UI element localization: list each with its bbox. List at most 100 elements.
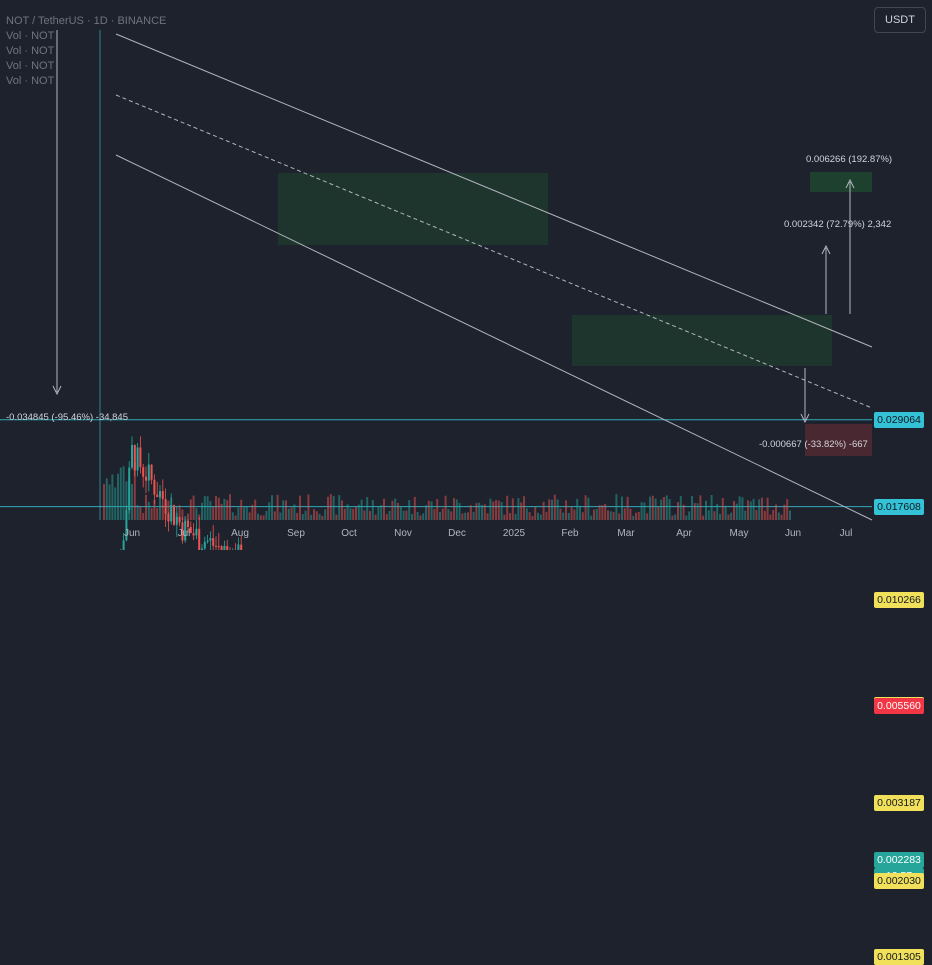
volume-bar-209: [688, 511, 691, 520]
down-arrow-head: [800, 413, 810, 424]
price-label: 0.002030: [874, 872, 924, 889]
candle-body-14: [142, 467, 145, 477]
volume-bar-202: [668, 499, 671, 520]
candle-body-30: [187, 520, 189, 528]
volume-bar-203: [671, 515, 674, 520]
volume-bar-200: [663, 496, 665, 520]
volume-bar-83: [335, 514, 338, 520]
volume-bar-124: [450, 511, 453, 520]
volume-bar-20: [159, 494, 161, 520]
volume-bar-46: [231, 512, 234, 520]
volume-bar-41: [217, 497, 220, 520]
volume-bar-49: [240, 499, 243, 520]
volume-bar-201: [665, 495, 668, 520]
volume-bar-197: [654, 498, 657, 520]
volume-bar-72: [304, 510, 307, 520]
price-label: 0.001305: [874, 949, 924, 965]
candle-body-25: [173, 505, 175, 525]
volume-bar-65: [285, 500, 287, 520]
x-tick-label: Feb: [561, 528, 579, 539]
volume-bar-40: [215, 495, 217, 520]
candle-body-34: [198, 528, 201, 550]
volume-bar-141: [497, 500, 500, 520]
volume-bar-98: [377, 506, 380, 520]
volume-bar-6: [119, 467, 122, 520]
volume-bar-205: [677, 502, 679, 520]
volume-bar-93: [363, 510, 366, 520]
volume-bar-163: [559, 508, 562, 520]
candle-body-26: [175, 517, 178, 525]
volume-bar-221: [721, 498, 724, 520]
currency-button[interactable]: USDT: [874, 7, 926, 33]
volume-bar-106: [399, 506, 402, 520]
volume-bar-37: [206, 496, 209, 520]
volume-bar-36: [203, 496, 206, 520]
price-label: 0.017608: [874, 498, 924, 515]
down-target-label: -0.000667 (-33.82%) -667: [759, 439, 868, 450]
volume-bar-7: [122, 466, 125, 520]
chart-canvas[interactable]: [0, 0, 932, 550]
volume-bar-114: [422, 513, 425, 520]
volume-bar-218: [713, 511, 716, 520]
volume-bar-138: [489, 498, 492, 520]
volume-bar-84: [338, 495, 341, 520]
volume-bar-2: [108, 484, 111, 520]
volume-bar-220: [719, 514, 721, 520]
volume-bar-214: [702, 515, 705, 520]
volume-bar-189: [632, 515, 635, 520]
volume-bar-26: [175, 512, 178, 520]
range-box-lower: [572, 315, 832, 366]
x-tick-label: Jul: [177, 528, 191, 539]
volume-bar-195: [649, 496, 651, 520]
volume-bar-159: [548, 499, 551, 520]
candle-body-39: [212, 538, 215, 546]
left-measure-label: -0.034845 (-95.46%) -34,845: [6, 412, 128, 423]
volume-bar-120: [439, 512, 441, 520]
candle-body-35: [201, 548, 203, 550]
volume-bar-85: [341, 500, 343, 520]
volume-bar-15: [145, 494, 147, 520]
volume-bar-48: [237, 507, 240, 520]
volume-bar-31: [189, 499, 192, 520]
volume-bar-217: [710, 494, 713, 520]
candle-body-10: [131, 445, 133, 468]
volume-bar-119: [436, 499, 439, 520]
channel-upper-line: [115, 33, 873, 348]
volume-bar-96: [371, 499, 374, 520]
volume-bar-125: [453, 498, 455, 520]
x-tick-label: Nov: [394, 528, 412, 539]
volume-bar-126: [455, 499, 458, 520]
volume-bar-193: [643, 502, 646, 520]
candle-body-22: [164, 499, 167, 514]
volume-bar-18: [153, 499, 156, 520]
candle-body-12: [136, 447, 139, 471]
volume-bar-185: [621, 496, 623, 520]
volume-bar-132: [472, 512, 475, 520]
volume-bar-42: [220, 503, 223, 520]
volume-bar-1: [105, 478, 108, 520]
volume-bar-237: [766, 497, 769, 520]
volume-bar-44: [226, 500, 229, 520]
price-label: 0.002283: [874, 852, 924, 869]
volume-bar-109: [408, 500, 411, 520]
volume-bar-38: [209, 501, 212, 520]
volume-bar-178: [601, 505, 604, 520]
volume-bar-39: [212, 506, 215, 520]
candle-body-43: [223, 545, 226, 550]
price-label: 0.029064: [874, 411, 924, 428]
volume-bar-177: [598, 505, 601, 520]
volume-bar-161: [553, 494, 556, 520]
volume-bar-225: [733, 501, 735, 520]
volume-bar-186: [623, 508, 626, 520]
volume-bar-74: [310, 514, 313, 520]
volume-bar-223: [727, 514, 730, 520]
volume-bar-19: [156, 508, 159, 520]
volume-bar-32: [192, 495, 195, 520]
volume-bar-59: [268, 502, 271, 520]
volume-bar-183: [615, 494, 618, 520]
symbol-title[interactable]: NOT / TetherUS · 1D · BINANCE: [6, 15, 167, 27]
volume-bar-231: [749, 501, 752, 520]
volume-bar-158: [545, 511, 548, 520]
volume-bar-243: [783, 504, 786, 520]
volume-bar-196: [651, 495, 654, 520]
